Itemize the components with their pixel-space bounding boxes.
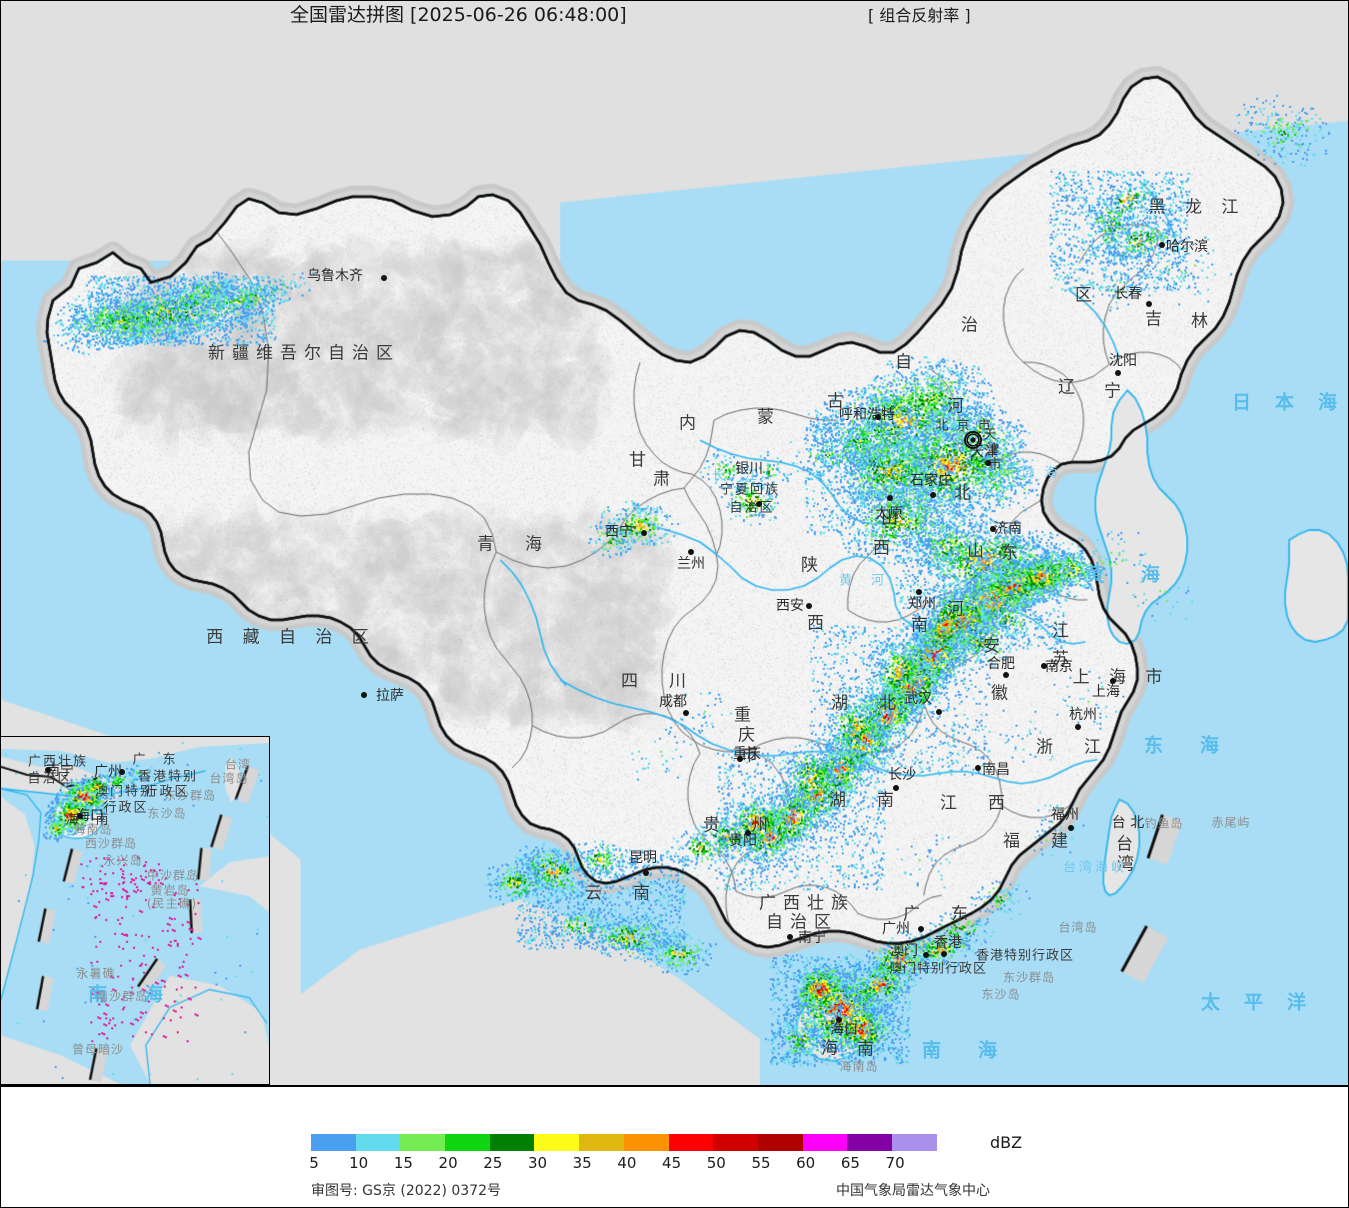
colorbar-tick-20: 20 bbox=[438, 1154, 458, 1172]
colorbar-swatch-50 bbox=[713, 1134, 758, 1151]
south-china-sea-inset-canvas[interactable] bbox=[1, 737, 269, 1084]
colorbar-tick-70: 70 bbox=[885, 1154, 905, 1172]
colorbar-swatch-30 bbox=[534, 1134, 580, 1151]
colorbar-tick-65: 65 bbox=[840, 1154, 860, 1172]
colorbar-swatch-55 bbox=[757, 1134, 803, 1151]
colorbar-swatch-35 bbox=[579, 1134, 624, 1151]
colorbar-swatch-25 bbox=[489, 1134, 535, 1151]
colorbar-tick-60: 60 bbox=[796, 1154, 816, 1172]
dbz-colorbar-ticks: 5 10 15 20 25 30 35 40 45 50 55 60 65 70 bbox=[309, 1154, 1011, 1172]
colorbar-tick-40: 40 bbox=[617, 1154, 637, 1172]
colorbar-tick-55: 55 bbox=[751, 1154, 771, 1172]
colorbar-tick-50: 50 bbox=[706, 1154, 726, 1172]
legend-product-type: [ 组合反射率 ] bbox=[868, 6, 971, 25]
legend-title: 全国雷达拼图 [2025-06-26 06:48:00] bbox=[290, 4, 627, 26]
colorbar-swatch-15 bbox=[400, 1134, 446, 1151]
colorbar-tick-30: 30 bbox=[527, 1154, 548, 1172]
colorbar-swatch-20 bbox=[445, 1134, 490, 1151]
colorbar-swatch-45 bbox=[668, 1134, 714, 1151]
colorbar-swatch-65 bbox=[847, 1134, 892, 1151]
colorbar-tick-5: 5 bbox=[309, 1154, 319, 1172]
colorbar-swatch-5 bbox=[311, 1134, 356, 1151]
colorbar-tick-10: 10 bbox=[349, 1154, 369, 1172]
south-china-sea-inset-panel[interactable] bbox=[0, 736, 270, 1085]
colorbar-swatch-70 bbox=[891, 1134, 937, 1151]
dbz-unit-label: dBZ bbox=[990, 1133, 1023, 1152]
issuing-organization: 中国气象局雷达气象中心 bbox=[836, 1183, 990, 1199]
dbz-colorbar[interactable] bbox=[311, 1134, 937, 1151]
colorbar-swatch-40 bbox=[623, 1134, 669, 1151]
colorbar-swatch-60 bbox=[802, 1134, 848, 1151]
colorbar-tick-15: 15 bbox=[393, 1154, 413, 1172]
colorbar-swatch-10 bbox=[355, 1134, 401, 1151]
colorbar-tick-35: 35 bbox=[572, 1154, 592, 1172]
colorbar-tick-25: 25 bbox=[483, 1154, 503, 1172]
map-approval-number: 审图号: GS京 (2022) 0372号 bbox=[311, 1183, 501, 1199]
colorbar-tick-45: 45 bbox=[662, 1154, 682, 1172]
